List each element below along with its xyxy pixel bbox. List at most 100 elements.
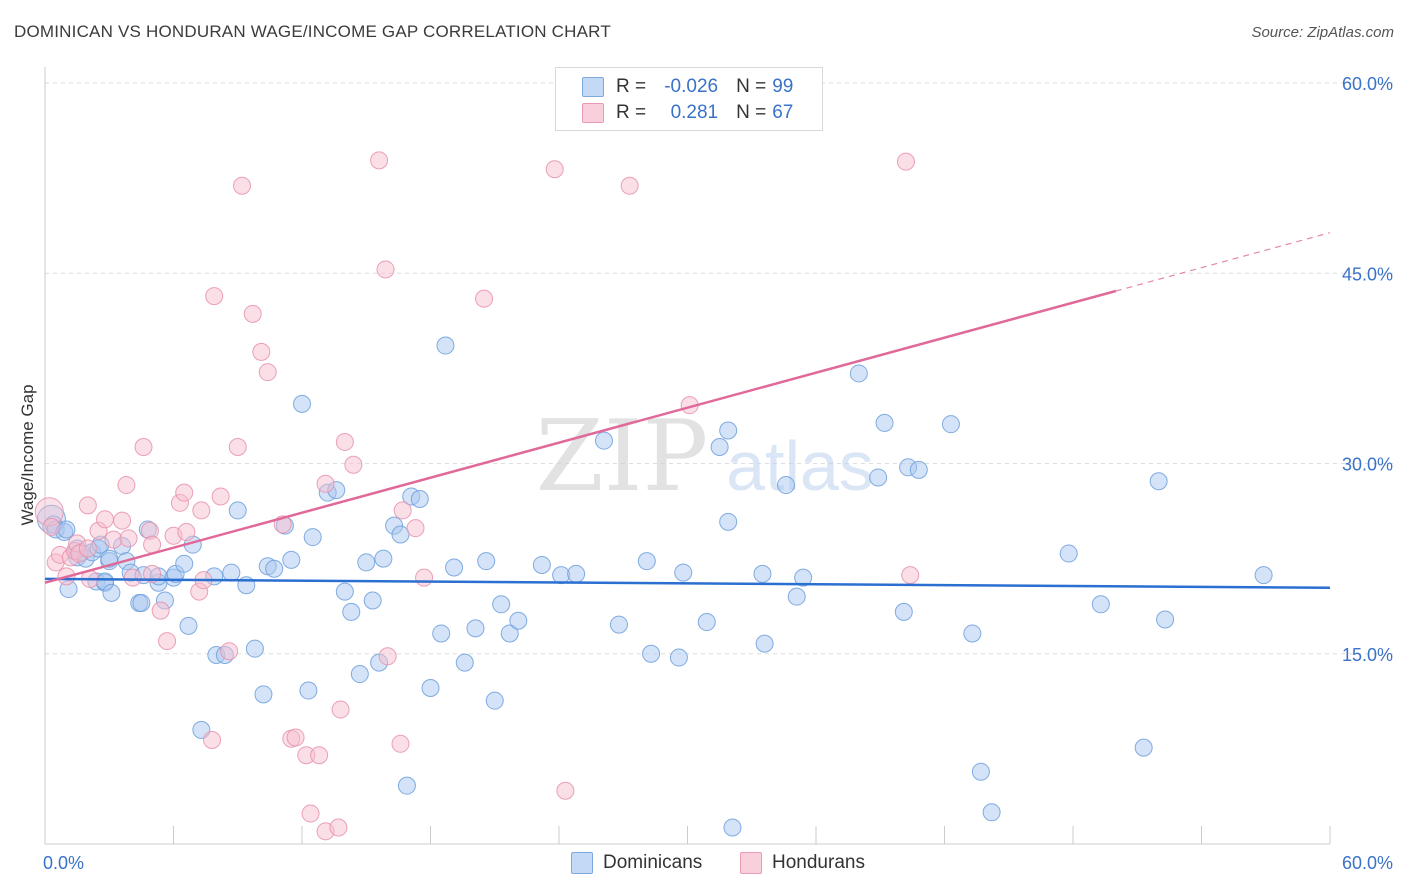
dominican-point	[485, 691, 504, 710]
dominican-point	[1091, 595, 1110, 614]
dominican-point	[222, 563, 241, 582]
dominican-point	[642, 644, 661, 663]
honduran-point	[158, 632, 177, 651]
stats-row-hondurans: R = 0.281 N = 67	[582, 101, 793, 125]
dominican-point	[293, 394, 311, 413]
n-label: N =	[736, 76, 767, 97]
dominican-point	[397, 776, 416, 795]
r-value: 0.281	[670, 102, 719, 123]
legend-item-dominicans[interactable]: Dominicans	[571, 852, 702, 874]
dominican-point	[609, 615, 628, 634]
dominican-point	[179, 616, 198, 635]
honduran-point	[620, 176, 639, 195]
honduran-point	[258, 363, 277, 382]
dominican-point	[982, 803, 1001, 822]
dominican-point	[1059, 544, 1078, 563]
dominican-point	[374, 549, 393, 568]
honduran-point	[119, 529, 138, 548]
dominican-point	[357, 553, 376, 572]
honduran-point	[143, 564, 162, 583]
dominican-point	[794, 568, 813, 587]
honduran-point	[252, 342, 271, 361]
dominican-point	[282, 550, 301, 569]
dominican-point	[963, 624, 982, 643]
dominican-point	[710, 438, 729, 457]
dominicans-points	[36, 336, 1273, 837]
dominican-point	[245, 639, 264, 658]
honduran-point	[177, 522, 196, 541]
dominican-point	[787, 587, 806, 606]
honduran-point	[123, 568, 142, 587]
dominican-point	[971, 762, 990, 781]
honduran-point	[143, 535, 162, 554]
honduran-point	[286, 728, 305, 747]
y-axis-label: Wage/Income Gap	[18, 384, 37, 525]
dominican-point	[342, 602, 361, 621]
watermark-zip: ZIP	[536, 400, 709, 514]
honduran-point	[316, 474, 335, 493]
honduran-point	[42, 517, 61, 536]
honduran-point	[203, 730, 222, 749]
honduran-point	[95, 510, 114, 529]
n-label: N =	[736, 102, 767, 123]
dominican-point	[723, 818, 742, 837]
dominican-point	[228, 501, 247, 520]
honduran-point	[329, 818, 348, 837]
honduran-point	[896, 152, 915, 171]
honduran-point	[220, 642, 239, 661]
dominican-point	[669, 648, 688, 667]
dominican-point	[57, 520, 76, 539]
dominican-point	[391, 525, 410, 544]
honduran-point	[370, 151, 389, 170]
legend-item-hondurans[interactable]: Hondurans	[740, 852, 865, 874]
axes	[44, 67, 1331, 845]
honduran-point	[175, 483, 194, 502]
dominican-point	[102, 583, 121, 602]
honduran-point	[78, 539, 97, 558]
dominican-point	[1134, 738, 1153, 757]
dominican-point	[552, 566, 571, 585]
dominicans-trend-line	[44, 577, 1331, 590]
honduran-point	[545, 160, 564, 179]
dominican-point	[492, 595, 511, 614]
honduran-point	[393, 501, 412, 520]
dominican-point	[436, 336, 455, 355]
dominican-point	[265, 559, 284, 578]
dominican-point	[753, 564, 772, 583]
honduran-point	[901, 566, 920, 585]
dominican-point	[755, 634, 774, 653]
hondurans-trend-line	[44, 289, 1117, 584]
source-credit: Source: ZipAtlas.com	[1251, 24, 1394, 41]
honduran-point	[134, 438, 153, 457]
honduran-point	[211, 487, 230, 506]
x-tick-label: 60.0%	[1342, 853, 1393, 873]
y-tick-label: 45.0%	[1342, 264, 1393, 284]
hondurans-trend-line-extension	[1115, 232, 1331, 292]
dominican-point	[410, 490, 429, 509]
dominican-point	[594, 431, 613, 450]
honduran-point	[301, 804, 320, 823]
honduran-point	[415, 568, 434, 587]
honduran-point	[205, 287, 224, 306]
dominican-point	[869, 468, 888, 487]
honduran-point	[228, 438, 247, 457]
dominican-point	[909, 460, 928, 479]
dominican-point	[1149, 472, 1168, 491]
r-value: -0.026	[664, 76, 719, 97]
honduran-point	[310, 746, 329, 765]
dominican-point	[303, 528, 322, 547]
honduran-point	[406, 519, 425, 538]
honduran-point	[475, 289, 494, 308]
dominican-point	[432, 624, 451, 643]
pink-swatch	[740, 852, 762, 874]
dominican-point	[697, 613, 716, 632]
dominican-point	[500, 624, 519, 643]
honduran-point	[78, 496, 97, 515]
blue-swatch	[582, 77, 604, 97]
dominican-point	[421, 678, 440, 697]
dominican-point	[175, 554, 194, 573]
legend-label-hondurans: Hondurans	[772, 852, 865, 873]
dominican-point	[350, 665, 369, 684]
dominican-point	[455, 653, 474, 672]
